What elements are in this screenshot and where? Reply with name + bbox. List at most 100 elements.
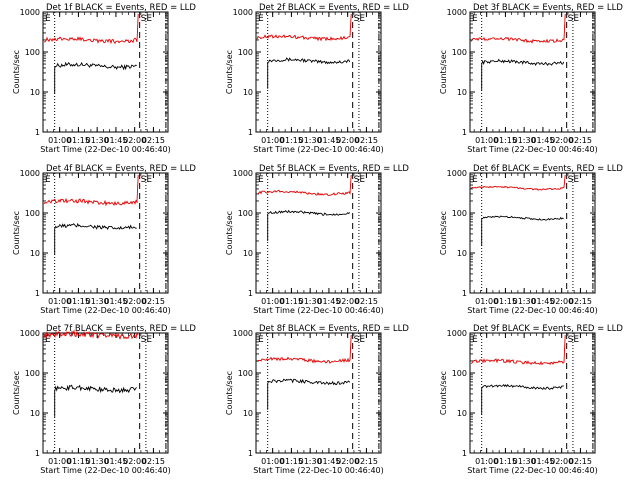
chart-panel: Det 3f BLACK = Events, RED = LLD 1 10 100 10… [439,3,623,154]
x-axis-label: Start Time (22-Dec-10 00:46:40) [253,466,384,475]
x-tick-label: 01:15 [280,457,303,466]
chart-title: Det 8f BLACK = Events, RED = LLD [259,324,409,334]
chart-panel: Det 1f BLACK = Events, RED = LLD 1 10 100 10… [12,3,196,154]
y-tick-label: 100 [25,369,40,378]
x-tick-label: 02:15 [355,136,378,145]
x-tick-label: 01:30 [513,457,536,466]
y-tick-label: 1 [35,289,40,298]
y-axis-label: Counts/sec [12,371,21,415]
marker-label-e: E [472,175,478,185]
y-tick-label: 10 [30,88,40,97]
x-tick-label: 02:15 [142,297,165,306]
y-tick-label: 1 [462,449,467,458]
x-axis-label: Start Time (22-Dec-10 00:46:40) [467,466,598,475]
lld-series-line [256,174,352,196]
marker-label-se: SE [354,14,366,24]
chart-panel: Det 5f BLACK = Events, RED = LLD 1 10 100 10… [225,164,409,315]
x-tick-label: 01:15 [494,457,517,466]
events-series-line [267,378,351,410]
x-tick-label: 01:30 [86,136,109,145]
marker-label-se: SE [141,175,153,185]
y-tick-label: 1000 [233,329,253,338]
y-tick-label: 1000 [20,169,40,178]
x-tick-label: 02:15 [569,457,592,466]
marker-label-e: E [45,14,51,24]
y-tick-label: 1000 [233,8,253,17]
marker-label-se: SE [354,335,366,345]
chart-title: Det 5f BLACK = Events, RED = LLD [259,164,409,174]
y-axis-label: Counts/sec [12,50,21,94]
chart-panel: Det 4f BLACK = Events, RED = LLD 1 10 100 10… [12,164,196,315]
x-tick-label: 02:00 [550,457,573,466]
x-tick-label: 01:15 [494,297,517,306]
x-axis-label: Start Time (22-Dec-10 00:46:40) [40,466,171,475]
y-tick-label: 10 [243,88,253,97]
marker-label-e: E [258,175,264,185]
x-tick-label: 02:00 [550,297,573,306]
x-tick-label: 02:15 [569,136,592,145]
y-tick-label: 100 [238,209,253,218]
x-tick-label: 01:00 [48,457,71,466]
chart-panel: Det 2f BLACK = Events, RED = LLD 1 10 100 10… [225,3,409,154]
lld-series-line [256,334,352,364]
marker-label-se: SE [568,14,580,24]
x-tick-label: 01:00 [261,136,284,145]
y-tick-label: 10 [457,88,467,97]
x-tick-label: 01:30 [513,136,536,145]
x-tick-label: 02:15 [142,457,165,466]
y-tick-label: 1 [462,128,467,137]
x-tick-label: 01:00 [261,457,284,466]
lld-series-line [256,13,352,42]
x-tick-label: 01:30 [86,297,109,306]
chart-title: Det 7f BLACK = Events, RED = LLD [46,324,196,334]
chart-panel: Det 9f BLACK = Events, RED = LLD 1 10 100 10… [439,324,623,475]
x-tick-label: 01:15 [67,297,90,306]
x-axis-label: Start Time (22-Dec-10 00:46:40) [253,145,384,154]
x-tick-label: 02:15 [355,297,378,306]
plot-frame [255,172,382,294]
plot-frame [255,11,382,133]
x-tick-label: 01:30 [299,297,322,306]
y-tick-label: 100 [25,209,40,218]
y-tick-label: 100 [452,369,467,378]
events-series-line [481,58,565,91]
y-axis-label: Counts/sec [439,211,448,255]
y-tick-label: 1000 [447,329,467,338]
chart-panel: Det 6f BLACK = Events, RED = LLD 1 10 100 10… [439,164,623,315]
x-tick-label: 01:45 [531,457,554,466]
y-tick-label: 100 [25,48,40,57]
x-tick-label: 01:45 [531,136,554,145]
y-tick-label: 100 [238,48,253,57]
x-tick-label: 01:15 [67,136,90,145]
y-tick-label: 1 [248,449,253,458]
x-tick-label: 02:15 [569,297,592,306]
plot-frame [469,11,596,133]
x-tick-label: 01:00 [475,457,498,466]
y-axis-label: Counts/sec [225,211,234,255]
x-axis-label: Start Time (22-Dec-10 00:46:40) [40,145,171,154]
x-tick-label: 02:00 [336,297,359,306]
marker-label-e: E [472,14,478,24]
x-tick-label: 02:00 [550,136,573,145]
marker-label-e: E [472,335,478,345]
events-series-line [54,384,137,417]
x-tick-label: 02:00 [336,457,359,466]
y-tick-label: 10 [30,249,40,258]
events-series-line [54,61,137,94]
events-series-line [481,383,564,415]
x-axis-label: Start Time (22-Dec-10 00:46:40) [40,306,171,315]
x-tick-label: 02:15 [355,457,378,466]
x-tick-label: 01:45 [531,297,554,306]
x-tick-label: 01:15 [280,297,303,306]
y-tick-label: 1 [462,289,467,298]
lld-series-line [43,174,139,207]
x-tick-label: 01:00 [475,297,498,306]
y-axis-label: Counts/sec [439,50,448,94]
plot-frame [469,332,596,454]
chart-title: Det 3f BLACK = Events, RED = LLD [473,3,623,13]
plot-frame [42,11,169,133]
y-tick-label: 10 [243,249,253,258]
chart-title: Det 2f BLACK = Events, RED = LLD [259,3,409,13]
x-tick-label: 01:15 [494,136,517,145]
